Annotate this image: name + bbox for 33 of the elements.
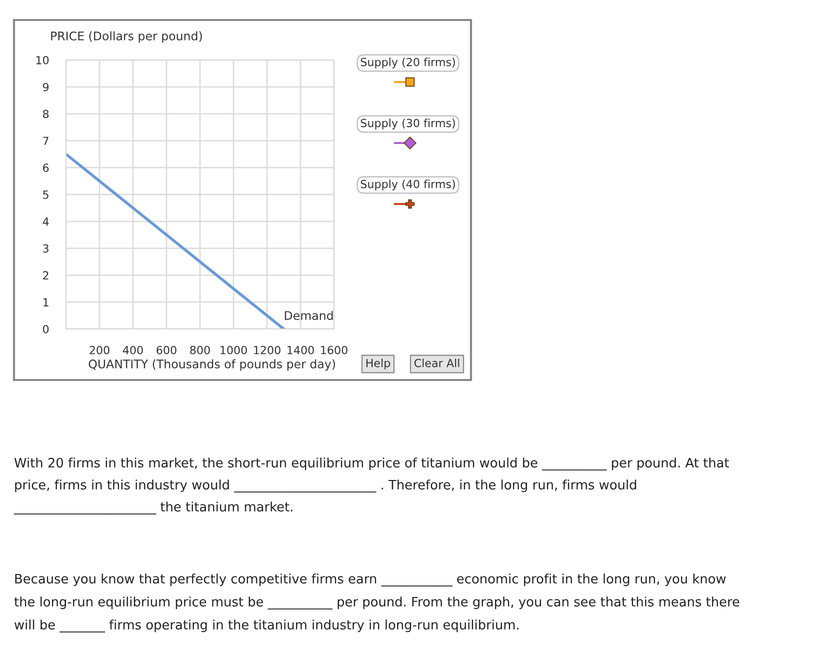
y-tick-label: 8 — [43, 110, 49, 118]
y-tick-label: 3 — [43, 244, 48, 253]
text: Clear All — [414, 358, 460, 368]
y-axis-title: PRICE (Dollars per pound) — [51, 31, 202, 43]
y-tick-label: 6 — [43, 164, 49, 172]
y-tick-label: 10 — [36, 56, 49, 64]
text: Supply (20 firms) — [360, 58, 455, 68]
x-tick-label: 1400 — [288, 346, 314, 354]
text: ______________________ the titanium market. — [14, 502, 292, 514]
x-tick-label: 1600 — [321, 346, 348, 354]
x-tick-label: 200 — [90, 346, 110, 354]
text: will be _______ firms operating in the titanium industry in long-run equilibrium. — [14, 620, 518, 632]
x-tick-label: 800 — [190, 346, 210, 354]
text: Supply (40 firms) — [360, 180, 455, 190]
y-tick-label: 4 — [42, 218, 49, 226]
y-tick-label: 1 — [43, 298, 48, 306]
text: With 20 firms in this market, the short-run equilibrium price of titanium would be __________ per pound. At that — [14, 458, 729, 470]
text: the long-run equilibrium price must be __________ per pound. From the graph, you can see that this means there — [14, 596, 740, 610]
x-tick-label: 400 — [122, 346, 143, 354]
x-tick-label: 1200 — [254, 346, 280, 354]
y-tick-label: 7 — [43, 136, 48, 145]
y-tick-label: 9 — [42, 82, 49, 92]
x-axis-title: QUANTITY (Thousands of pounds per day) — [88, 359, 335, 371]
y-tick-label: 5 — [43, 190, 48, 199]
text: Supply (30 firms) — [360, 118, 455, 130]
x-tick-label: 1000 — [220, 346, 247, 354]
y-tick-label: 0 — [42, 324, 49, 334]
text: Because you know that perfectly competitive firms earn ___________ economic profit in the long run, you know — [15, 574, 726, 586]
x-tick-label: 600 — [156, 346, 176, 354]
series-label: Demand — [284, 310, 333, 320]
text: Help — [366, 358, 390, 370]
text: price, firms in this industry would ______________________ . Therefore, in the long run, firms would — [15, 480, 636, 492]
y-tick-label: 2 — [43, 271, 48, 280]
